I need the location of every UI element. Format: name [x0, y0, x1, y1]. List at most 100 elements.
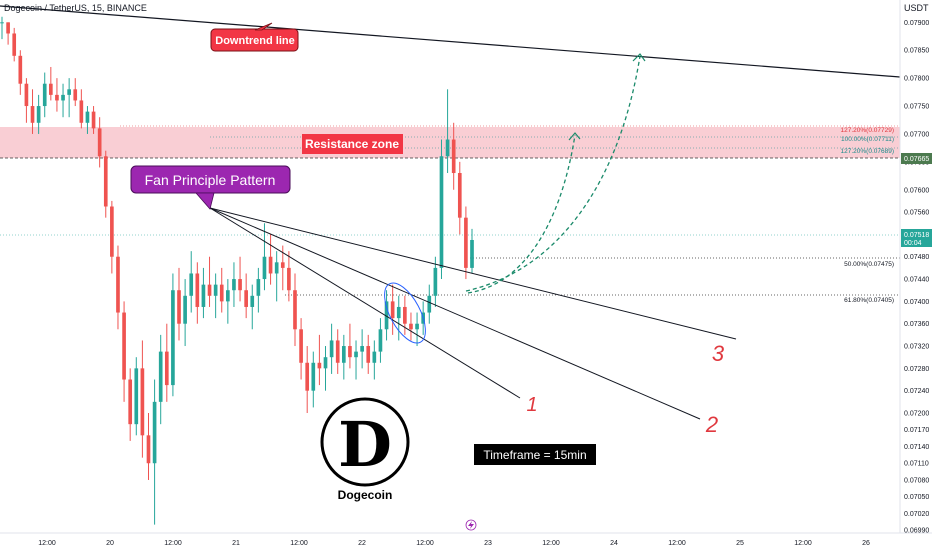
resistance-callout[interactable]: Resistance zone	[302, 134, 403, 154]
breakout-ellipse	[384, 282, 426, 344]
resistance-label: Resistance zone	[305, 137, 399, 151]
currency-label: USDT	[904, 3, 929, 13]
candle-body	[12, 33, 17, 56]
downtrend-callout[interactable]: Downtrend line	[210, 22, 299, 52]
y-tick-label: 0.07140	[904, 444, 929, 451]
projection-path-long	[465, 55, 641, 292]
candle-body	[427, 295, 432, 313]
y-tick-label: 0.07560	[904, 210, 929, 217]
candle-body	[140, 368, 145, 436]
candle-body	[219, 284, 224, 302]
lightning-icon[interactable]	[465, 519, 477, 531]
symbol-title: Dogecoin / TetherUS, 15, BINANCE	[4, 3, 147, 13]
candle-body	[341, 346, 346, 363]
y-tick-label: 0.07750	[904, 104, 929, 111]
resistance-price-tag: 0.07665	[901, 153, 932, 164]
x-tick-label: 20	[106, 540, 114, 547]
candle-body	[164, 351, 169, 386]
candle-body	[415, 323, 419, 330]
candle-body	[85, 111, 90, 123]
candle-body	[6, 22, 10, 34]
x-axis-ticks: 12:00 20 12:00 21 12:00 22 12:00 23 12:00 24 12:00…	[38, 540, 870, 547]
candle-body	[67, 89, 71, 95]
candle-body	[311, 362, 316, 391]
x-tick-label: 26	[862, 540, 870, 547]
y-tick-label: 0.07480	[904, 254, 929, 261]
current-price-value: 0.07518	[904, 232, 929, 239]
fib-label-100: 100.00%(0.07711)	[841, 136, 894, 143]
candle-body	[49, 83, 53, 95]
x-tick-label: 21	[232, 540, 240, 547]
fib-label-618: 61.80%(0.07405)	[844, 297, 894, 304]
y-tick-label: 0.07700	[904, 131, 929, 138]
y-tick-label: 0.07170	[904, 427, 929, 434]
candle-body	[152, 401, 157, 464]
candle-body	[445, 139, 450, 157]
candle-body	[262, 256, 267, 280]
fan-callout[interactable]: Fan Principle Pattern	[130, 165, 291, 210]
downtrend-label: Downtrend line	[215, 35, 294, 47]
candle-body	[299, 329, 303, 363]
candle-body	[256, 279, 261, 296]
candle-body	[183, 295, 187, 324]
candle-body	[464, 217, 468, 268]
candle-body	[378, 329, 383, 352]
y-tick-label: 0.07280	[904, 366, 929, 373]
y-tick-label: 0.07110	[904, 461, 929, 468]
x-tick-label: 12:00	[38, 540, 56, 547]
fan-line-2	[209, 207, 701, 420]
candle-body	[36, 106, 41, 123]
y-tick-label: 0.07320	[904, 344, 929, 351]
y-tick-label: 0.07360	[904, 321, 929, 328]
candle-body	[470, 239, 474, 268]
candle-body	[354, 351, 358, 358]
candle-body	[384, 301, 389, 330]
candle-body	[396, 306, 401, 319]
candle-body	[433, 267, 438, 296]
fan-number-2: 2	[705, 412, 718, 437]
candle-body	[128, 379, 133, 425]
candle-body	[403, 306, 407, 324]
y-tick-label: 0.07240	[904, 388, 929, 395]
candle-body	[122, 312, 126, 380]
candle-body	[287, 267, 291, 291]
candle-body	[213, 284, 218, 296]
candle-body	[134, 368, 139, 425]
candle-body	[317, 362, 322, 369]
candle-body	[42, 83, 47, 107]
candle-body	[280, 262, 285, 268]
candle-body	[409, 323, 413, 330]
candle-body	[366, 346, 371, 363]
candle-body	[250, 295, 255, 307]
y-tick-label: 0.06990	[904, 528, 929, 535]
candle-body	[61, 94, 65, 101]
x-tick-label: 24	[610, 540, 618, 547]
candle-body	[268, 256, 273, 274]
y-tick-label: 0.07050	[904, 494, 929, 501]
candle-body	[18, 55, 23, 84]
y-tick-label: 0.07080	[904, 477, 929, 484]
fib-label-127-upper: 127.20%(0.07729)	[841, 127, 895, 134]
x-tick-label: 12:00	[416, 540, 434, 547]
candle-body	[457, 173, 462, 218]
candle-body	[195, 273, 200, 307]
x-tick-label: 12:00	[164, 540, 182, 547]
candle-body	[238, 279, 242, 291]
candle-body	[329, 340, 334, 358]
fib-label-127-lower: 127.20%(0.07689)	[841, 148, 895, 155]
x-tick-label: 23	[484, 540, 492, 547]
candle-body	[451, 139, 456, 174]
candle-body	[439, 156, 444, 268]
candle-body	[244, 290, 248, 307]
fan-number-1: 1	[526, 394, 537, 416]
candle-body	[55, 94, 59, 101]
candle-body	[171, 290, 175, 386]
fan-line-3	[209, 207, 737, 340]
candle-body	[201, 284, 206, 307]
resistance-zone-band	[0, 127, 900, 158]
candle-body	[274, 262, 279, 274]
candle-body	[158, 351, 163, 402]
candle-body	[390, 301, 395, 319]
dogecoin-logo: D Dogecoin	[320, 397, 410, 502]
